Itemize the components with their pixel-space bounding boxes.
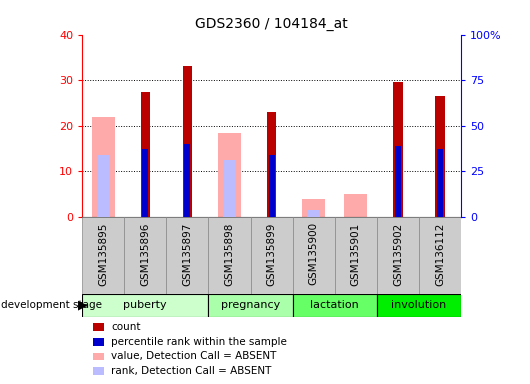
Bar [124, 217, 166, 294]
Text: lactation: lactation [311, 300, 359, 310]
Text: GSM135896: GSM135896 [140, 222, 151, 286]
Bar [335, 217, 377, 294]
Bar [307, 210, 320, 217]
Text: rank, Detection Call = ABSENT: rank, Detection Call = ABSENT [111, 366, 272, 376]
Text: GSM135900: GSM135900 [309, 222, 319, 285]
Text: value, Detection Call = ABSENT: value, Detection Call = ABSENT [111, 351, 277, 361]
Title: GDS2360 / 104184_at: GDS2360 / 104184_at [195, 17, 348, 31]
Text: ▶: ▶ [78, 299, 88, 312]
Bar [208, 217, 251, 294]
Bar [92, 117, 115, 217]
Text: development stage: development stage [1, 300, 102, 310]
Bar [82, 294, 208, 317]
Text: GSM135899: GSM135899 [267, 222, 277, 286]
Text: GSM135897: GSM135897 [182, 222, 192, 286]
Text: GSM135901: GSM135901 [351, 222, 361, 286]
Bar [140, 91, 150, 217]
Bar [166, 217, 208, 294]
Text: GSM135898: GSM135898 [225, 222, 234, 286]
Bar [82, 217, 124, 294]
Bar [267, 112, 276, 217]
Bar [419, 217, 461, 294]
Bar [223, 160, 236, 217]
Bar [183, 66, 192, 217]
Text: percentile rank within the sample: percentile rank within the sample [111, 337, 287, 347]
Bar [377, 217, 419, 294]
Bar [293, 217, 335, 294]
Bar [208, 294, 293, 317]
Text: count: count [111, 322, 141, 332]
Bar [269, 156, 275, 217]
Text: GSM135895: GSM135895 [98, 222, 108, 286]
Bar [251, 217, 293, 294]
Text: puberty: puberty [123, 300, 167, 310]
Bar [143, 149, 148, 217]
Text: GSM135902: GSM135902 [393, 222, 403, 286]
Text: GSM136112: GSM136112 [435, 222, 445, 286]
Bar [377, 294, 461, 317]
Bar [97, 156, 110, 217]
Bar [293, 294, 377, 317]
Bar [393, 83, 403, 217]
Bar [437, 149, 443, 217]
Bar [302, 199, 325, 217]
Bar [184, 144, 190, 217]
Bar [218, 132, 241, 217]
Text: involution: involution [391, 300, 447, 310]
Bar [395, 146, 401, 217]
Bar [436, 96, 445, 217]
Text: pregnancy: pregnancy [221, 300, 280, 310]
Bar [344, 194, 367, 217]
